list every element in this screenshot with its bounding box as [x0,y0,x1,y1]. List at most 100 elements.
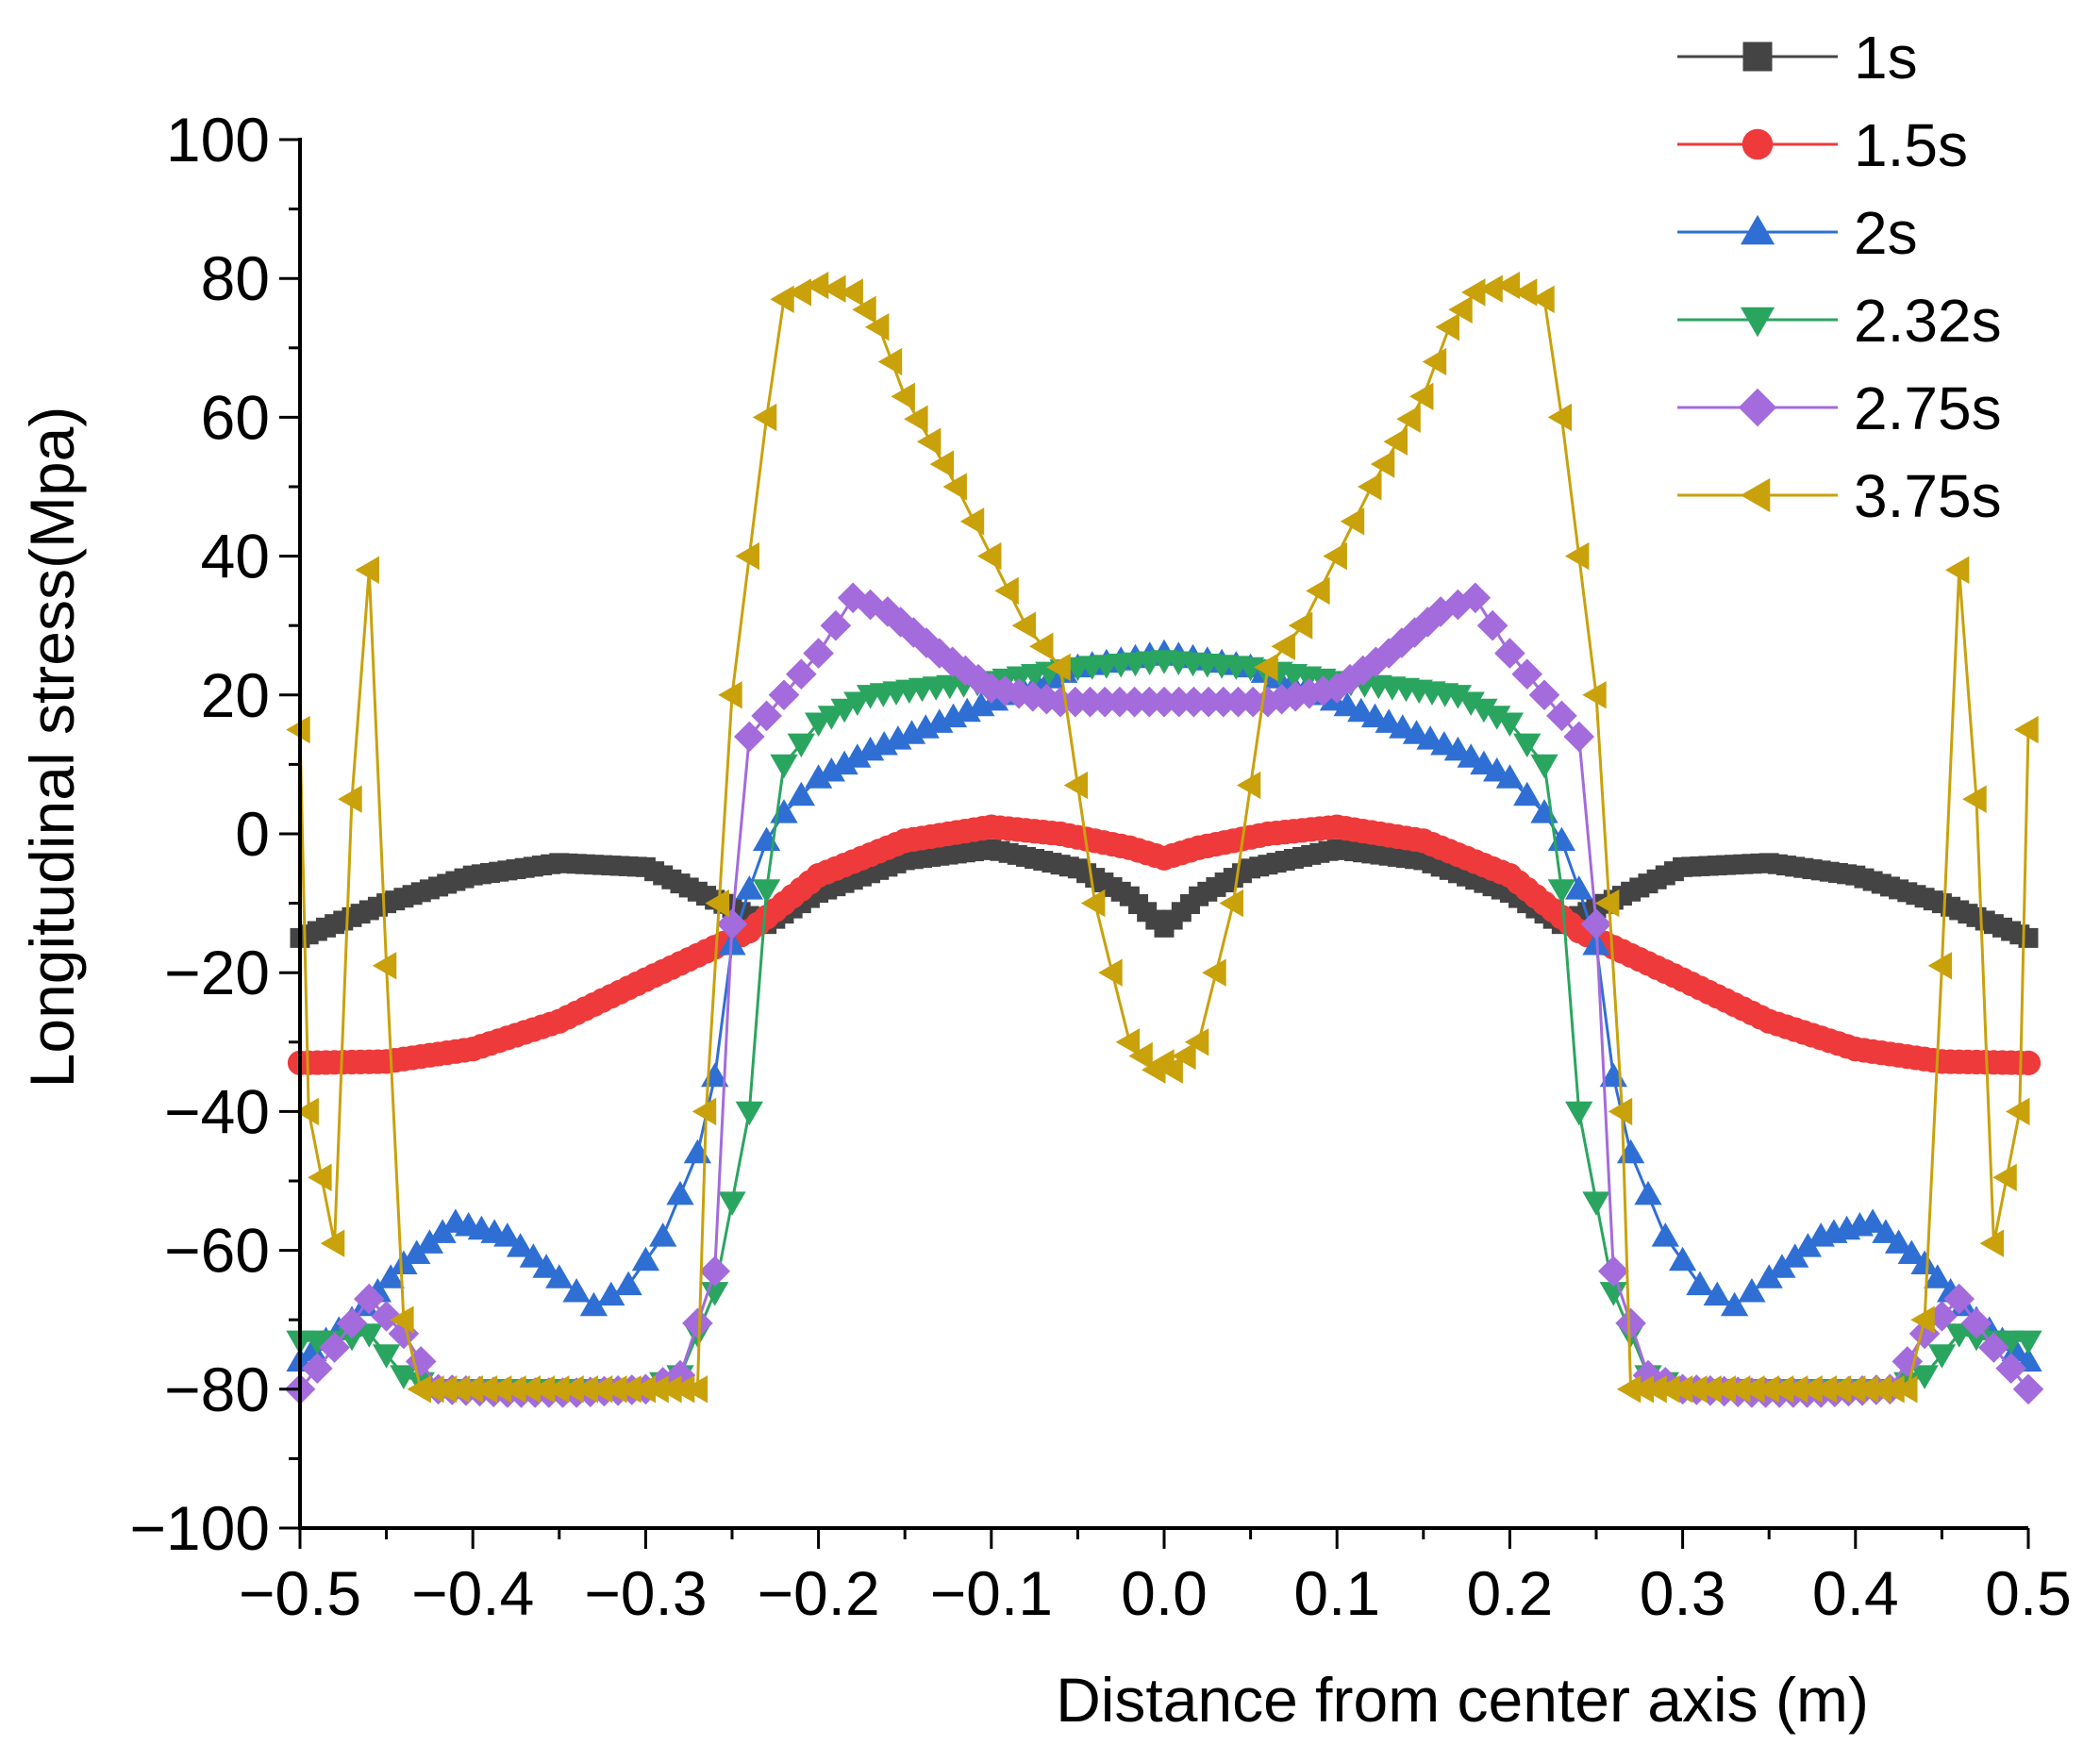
data-point [1271,632,1295,660]
data-point [1098,958,1123,987]
data-point [372,952,397,980]
data-point [2014,1330,2042,1355]
data-point [1565,1101,1593,1126]
data-point [2018,927,2039,948]
series-2 [287,814,2042,1075]
data-point [1347,697,1375,723]
ticks-layer: −100 −80 −60 −40 −20 0 20 40 60 80 100 −0.5 −0.4 −0.3… [129,105,2072,1628]
legend-label: 1s [1854,24,1918,91]
data-point [718,1191,746,1216]
data-point [1944,556,1970,584]
data-point [1389,714,1417,739]
data-point [1476,609,1508,641]
data-point [1483,756,1511,782]
data-point [1511,658,1543,690]
data-point [1597,1255,1629,1288]
data-point [545,1264,574,1288]
data-point [1457,743,1485,768]
data-point [1897,1239,1925,1264]
data-point [1858,1208,1887,1233]
data-point [1960,1307,1992,1339]
y-tick-label: −100 [129,1493,270,1563]
data-point [390,1305,414,1334]
data-point [649,1222,677,1247]
y-tick-label: −80 [164,1354,270,1424]
legend-entry-3: 2s [1677,199,1918,267]
data-point [1357,473,1382,501]
axes-layer [298,138,2028,1530]
data-point [699,1255,731,1288]
data-point [804,712,833,738]
data-point [1615,1307,1646,1339]
data-point [1513,733,1542,758]
legend-label: 2.32s [1854,287,2002,355]
y-tick-label: 0 [235,799,270,869]
data-point [877,347,903,376]
data-point [1080,889,1106,918]
legend-marker [1742,128,1774,160]
data-point [1219,889,1243,918]
data-point [1910,1250,1939,1274]
data-point [1360,703,1390,728]
data-point [666,1180,694,1205]
data-point [1448,295,1473,324]
data-point [716,908,748,940]
data-point [843,691,872,717]
data-point [839,278,863,307]
data-point [735,875,763,900]
data-point [301,1353,333,1385]
y-tick-label: 60 [201,382,270,452]
data-point [1046,653,1071,682]
x-tick-label: −0.3 [584,1558,707,1628]
data-point [910,627,942,658]
data-point [303,1330,331,1355]
data-point [770,754,798,779]
data-point [837,582,869,614]
data-point [319,1332,350,1363]
data-point [1011,611,1037,640]
x-tick-label: −0.5 [239,1558,361,1628]
data-point [1528,679,1560,711]
data-point [320,1229,345,1257]
legend-entry-1: 1s [1677,24,1918,91]
data-point [1668,1246,1697,1271]
series-layer [284,271,2044,1408]
data-point [1408,382,1434,410]
data-point [562,1277,591,1303]
data-point [1530,754,1558,779]
data-point [1997,1330,2025,1355]
data-point [1616,1138,1645,1164]
data-point [1582,681,1607,709]
data-point [682,1307,713,1339]
data-point [1494,638,1525,669]
data-point [1564,541,1590,571]
data-point [937,646,968,678]
data-point [1962,785,1987,813]
data-point [735,541,759,571]
data-point [683,1138,712,1164]
data-point [1340,507,1365,536]
legend-marker [1740,477,1771,513]
legend-entry-6: 3.75s [1677,462,2002,530]
legend-label: 3.75s [1854,462,2002,530]
data-point [614,1271,642,1296]
y-tick-label: −20 [164,938,270,1007]
data-point [371,1301,402,1332]
data-point [852,295,876,324]
data-point [1416,725,1444,750]
data-point [1422,347,1447,376]
data-point [355,556,379,584]
data-point [942,473,967,501]
data-point [353,1283,385,1315]
data-point [885,607,916,638]
data-point [1513,781,1542,806]
data-point [308,1163,332,1191]
data-point [1028,632,1054,660]
data-point [785,658,817,690]
data-point [1910,1365,1939,1389]
data-point [1158,1055,1183,1084]
data-point [355,1323,383,1348]
data-point [830,698,858,723]
legend-entry-5: 2.75s [1677,374,2002,442]
data-point [1306,576,1330,606]
